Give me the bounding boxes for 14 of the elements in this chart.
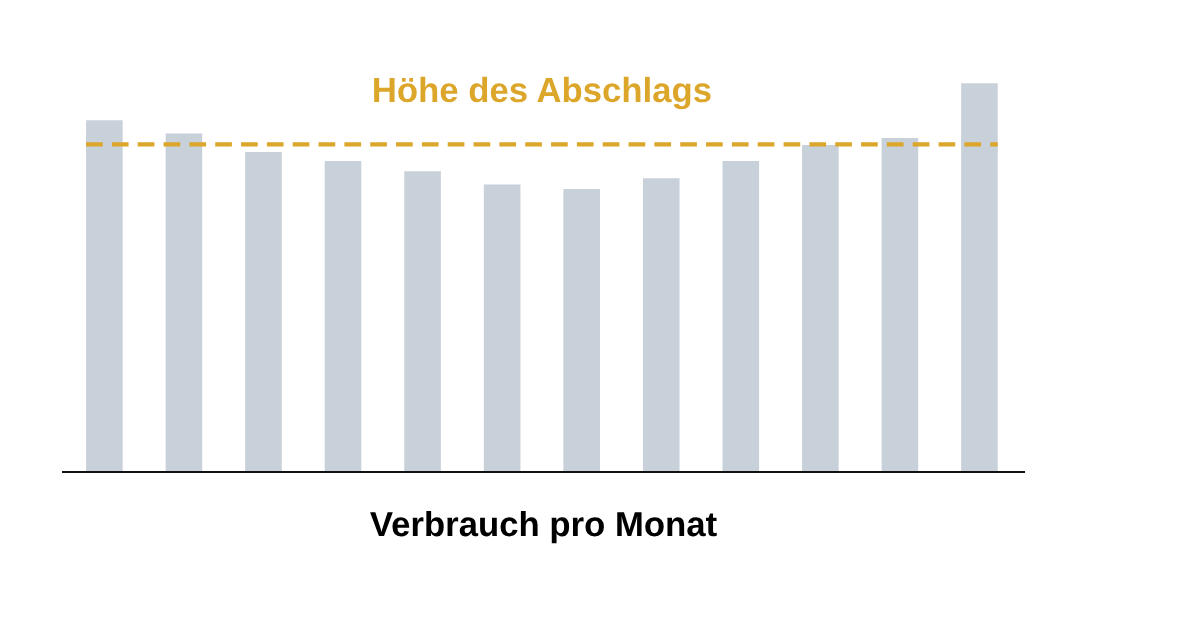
bar [86, 120, 123, 472]
bar [245, 152, 282, 472]
bar [324, 161, 362, 472]
bar [404, 171, 441, 472]
bar [563, 189, 600, 472]
x-axis-title: Verbrauch pro Monat [370, 510, 717, 544]
bar [881, 138, 919, 472]
bar [483, 184, 521, 472]
bar [165, 133, 203, 472]
bar [722, 161, 760, 472]
bar [802, 145, 839, 472]
ref-line-label: Höhe des Abschlags [374, 76, 711, 110]
bar [642, 178, 680, 472]
bar [961, 83, 998, 472]
